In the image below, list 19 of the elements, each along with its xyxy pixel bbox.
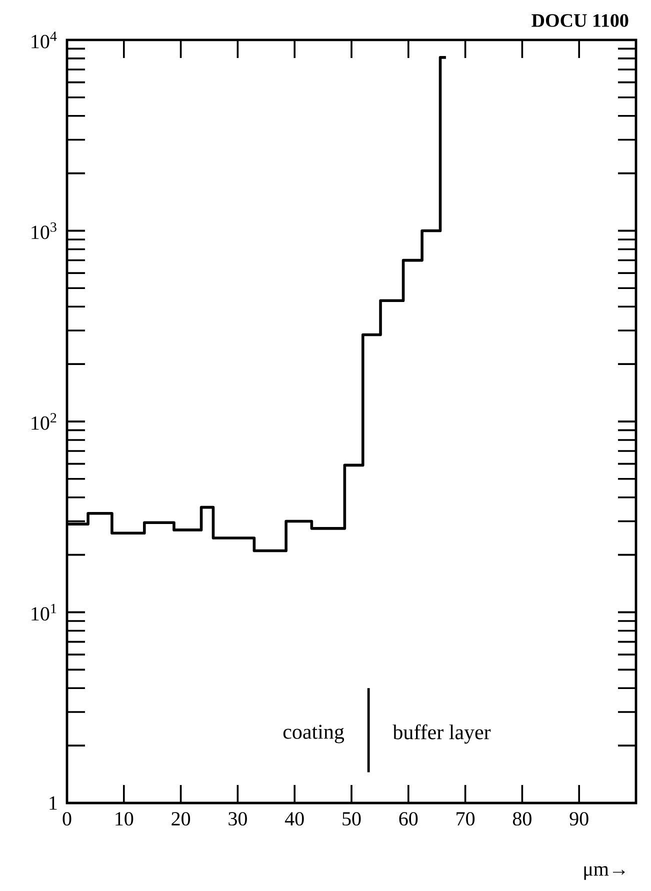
x-tick-label: 30 <box>228 812 247 826</box>
x-tick-label: 60 <box>399 812 418 826</box>
annotation: buffer layer <box>392 724 491 744</box>
x-tick-label: 70 <box>456 812 475 826</box>
chart-title: DOCU 1100 <box>532 14 628 27</box>
y-tick-label: 10$^{1}$ <box>32 604 56 621</box>
annotation: coating <box>283 724 344 744</box>
x-tick-label: 40 <box>284 812 304 826</box>
x-tick-label: 10 <box>116 812 134 826</box>
x-tick-label: 20 <box>172 812 190 826</box>
y-tick-label: 10$^{4}$ <box>32 32 57 48</box>
y-tick-label: 10$^{3}$ <box>32 222 56 240</box>
y-tick-label: 1 <box>50 796 57 810</box>
x-tick-label: 0 <box>62 812 72 826</box>
x-tick-label: 90 <box>570 812 588 826</box>
y-tick-label: 10$^{2}$ <box>32 413 56 430</box>
x-tick-label: 80 <box>512 812 532 826</box>
x-tick-label: 50 <box>342 812 361 826</box>
x-axis-title: μm→ <box>584 866 625 880</box>
